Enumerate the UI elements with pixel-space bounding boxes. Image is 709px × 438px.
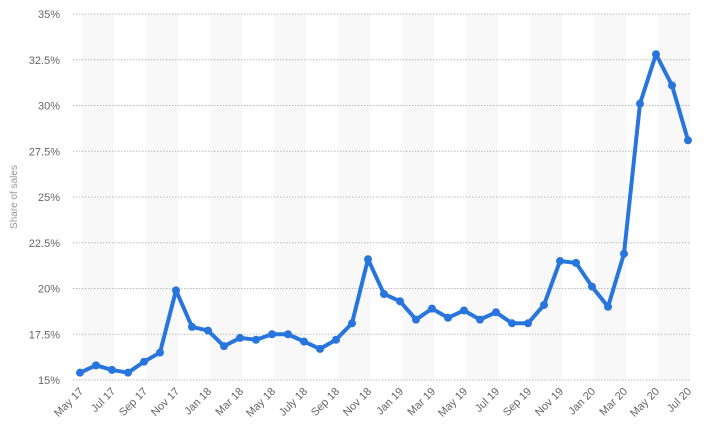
data-point[interactable]: [684, 136, 692, 145]
data-point[interactable]: [284, 330, 292, 339]
y-tick-label: 32.5%: [29, 55, 60, 67]
data-point[interactable]: [620, 249, 628, 258]
x-tick-label: Nov 19: [533, 386, 566, 419]
y-tick-label: 20%: [38, 284, 60, 296]
data-point[interactable]: [108, 365, 116, 374]
data-point[interactable]: [364, 255, 372, 264]
y-tick-label: 22.5%: [29, 238, 60, 250]
data-point[interactable]: [460, 306, 468, 315]
data-point[interactable]: [588, 282, 596, 291]
gridlines: [73, 13, 690, 381]
data-point[interactable]: [316, 344, 324, 353]
data-point[interactable]: [444, 313, 452, 322]
data-point[interactable]: [300, 337, 308, 346]
x-tick-label: Sep 17: [117, 386, 150, 419]
data-point[interactable]: [172, 286, 180, 295]
data-point[interactable]: [556, 257, 564, 266]
y-axis-label: Share of sales: [9, 165, 20, 229]
x-tick-label: Mar 20: [597, 386, 630, 419]
data-point[interactable]: [380, 289, 388, 298]
data-point[interactable]: [220, 342, 228, 351]
data-point[interactable]: [572, 258, 580, 267]
x-tick-label: July 18: [277, 386, 310, 419]
x-tick-label: Jul 17: [89, 386, 118, 415]
x-tick-label: Jan 19: [374, 386, 406, 418]
x-tick-label: May 20: [628, 386, 662, 420]
data-point[interactable]: [252, 335, 260, 344]
data-point[interactable]: [156, 348, 164, 357]
x-tick-label: Nov 18: [341, 386, 374, 419]
data-point[interactable]: [332, 335, 340, 344]
x-tick-label: Sep 18: [309, 386, 342, 419]
data-point[interactable]: [140, 357, 148, 366]
y-tick-label: 17.5%: [29, 329, 60, 341]
data-point[interactable]: [188, 322, 196, 331]
data-point[interactable]: [268, 330, 276, 339]
x-tick-label: Jul 20: [665, 386, 694, 415]
data-point[interactable]: [124, 368, 132, 377]
data-point[interactable]: [604, 302, 612, 311]
y-tick-label: 27.5%: [29, 146, 60, 158]
data-point[interactable]: [636, 99, 644, 108]
data-point[interactable]: [668, 81, 676, 90]
data-point[interactable]: [236, 333, 244, 342]
data-point[interactable]: [204, 326, 212, 335]
data-point[interactable]: [476, 315, 484, 324]
data-point[interactable]: [492, 308, 500, 317]
data-point[interactable]: [508, 319, 516, 328]
data-point[interactable]: [76, 368, 84, 377]
data-point[interactable]: [652, 50, 660, 59]
data-points: [76, 50, 692, 377]
data-point[interactable]: [524, 319, 532, 328]
x-tick-label: Nov 17: [149, 386, 182, 419]
x-tick-label: May 19: [436, 386, 470, 420]
x-tick-label: Jan 18: [182, 386, 214, 418]
data-point[interactable]: [428, 304, 436, 313]
y-axis: 15% 17.5% 20% 22.5% 25% 27.5% 30% 32.5% 35%: [29, 9, 60, 387]
data-point[interactable]: [348, 319, 356, 328]
y-tick-label: 30%: [38, 101, 60, 113]
y-tick-label: 25%: [38, 192, 60, 204]
x-tick-label: Jul 19: [473, 386, 502, 415]
data-point[interactable]: [540, 300, 548, 309]
data-point[interactable]: [412, 315, 420, 324]
x-tick-label: May 17: [52, 386, 86, 420]
x-tick-label: Sep 19: [501, 386, 534, 419]
data-point[interactable]: [396, 297, 404, 306]
x-tick-label: May 18: [244, 386, 278, 420]
x-tick-label: Mar 19: [405, 386, 438, 419]
y-tick-label: 15%: [38, 375, 60, 387]
data-point[interactable]: [92, 361, 100, 370]
x-tick-label: Mar 18: [213, 386, 246, 419]
x-tick-label: Jan 20: [566, 386, 598, 418]
y-tick-label: 35%: [38, 9, 60, 21]
